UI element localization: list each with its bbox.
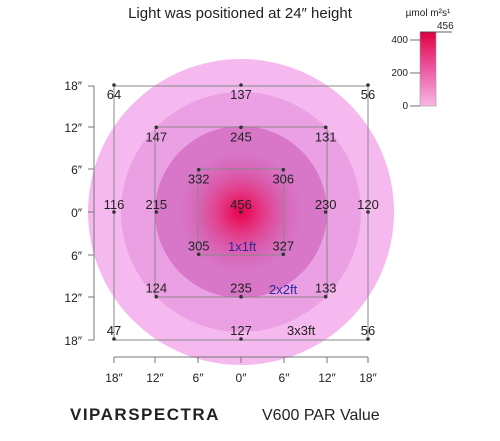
par-value-label: 47 [107,323,121,338]
par-value-label: 137 [230,87,252,102]
par-value-label: 124 [145,281,167,296]
measurement-point [196,252,201,257]
par-value-label: 131 [315,129,337,144]
x-tick-label: 6″ [279,371,291,385]
par-value-label: 306 [272,172,294,187]
par-value-label: 56 [361,323,375,338]
par-value-label: 120 [357,197,379,212]
y-tick-label: 18″ [64,334,82,348]
measurement-point [366,210,370,214]
measurement-point [239,337,243,341]
colorbar-tick-200: 200 [391,68,408,79]
footprint-label-1x1ft: 1x1ft [228,239,257,254]
par-value-label: 332 [188,172,210,187]
y-tick-label: 12″ [64,121,82,135]
y-tick-label: 12″ [64,291,82,305]
x-tick-label: 18″ [105,371,123,385]
y-tick-label: 18″ [64,79,82,93]
x-tick-label: 12″ [146,371,164,385]
measurement-point [281,167,286,172]
colorbar-gradient [419,31,437,107]
footprint-label-2x2ft: 2x2ft [269,282,298,297]
par-value-label: 327 [272,238,294,253]
measurement-point [281,252,286,257]
x-tick-label: 0″ [236,371,248,385]
par-value-label: 230 [315,197,337,212]
par-value-label: 56 [361,87,375,102]
footprint-1x1ft [197,168,285,256]
par-value-label: 133 [315,281,337,296]
measurement-point [112,83,116,87]
colorbar-tick-400: 400 [391,35,408,46]
x-tick-label: 18″ [359,371,377,385]
par-value-label: 456 [230,197,252,212]
brand-logo: VIPARSPECTRA [70,405,220,424]
par-value-label: 127 [230,323,252,338]
measurement-points: 64 137 56 147 245 131 332 306 116 215 456 230 120 305… [104,83,379,341]
y-tick-label: 6″ [71,249,83,263]
y-axis: 18″ 12″ 6″ 0″ 6″ 12″ 18″ [64,79,95,348]
measurement-point [196,167,201,172]
par-value-label: 215 [145,197,167,212]
measurement-point [154,210,159,214]
par-value-label: 235 [230,281,252,296]
measurement-point [239,125,243,130]
measurement-point [323,210,328,214]
measurement-point [239,210,243,214]
colorbar-max-label: 456 [437,21,454,32]
measurement-point [366,337,370,341]
measurement-point [112,210,116,214]
colorbar-unit-label: µmol m²s¹ [406,8,451,19]
colorbar: µmol m²s¹ 456 400 200 0 [391,8,454,112]
x-axis: 18″ 12″ 6″ 0″ 6″ 12″ 18″ [105,356,378,385]
footprint-label-3x3ft: 3x3ft [287,323,316,338]
x-tick-label: 12″ [318,371,336,385]
par-value-label: 245 [230,129,252,144]
colorbar-tick-0: 0 [402,101,408,112]
model-label: V600 PAR Value [262,407,380,424]
chart-title: Light was positioned at 24″ height [128,5,353,22]
measurement-point [239,83,243,87]
measurement-point [154,125,159,130]
x-tick-label: 6″ [193,371,205,385]
measurement-point [366,83,370,87]
measurement-point [323,125,328,130]
measurement-point [112,337,116,341]
y-tick-label: 0″ [71,206,83,220]
measurement-point [154,294,159,299]
par-value-label: 147 [145,129,167,144]
measurement-point [323,294,328,299]
par-value-label: 64 [107,87,121,102]
measurement-point [239,294,243,299]
par-value-label: 116 [104,197,125,212]
y-tick-label: 6″ [71,163,83,177]
par-value-label: 305 [188,238,210,253]
